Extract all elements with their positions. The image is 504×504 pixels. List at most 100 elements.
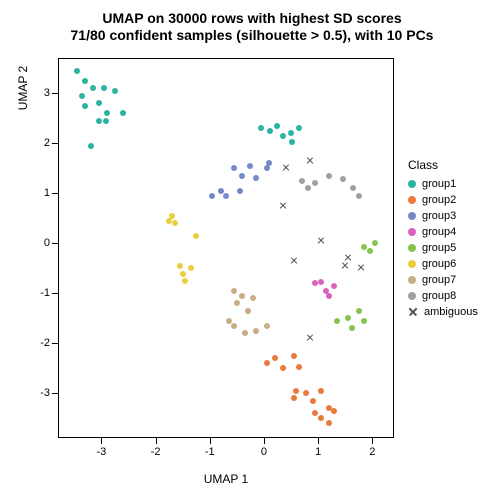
- data-point: [305, 185, 311, 191]
- legend-label: group6: [422, 258, 456, 270]
- data-point: [242, 330, 248, 336]
- data-point-cross: [290, 257, 298, 265]
- x-tick-label: 2: [369, 446, 375, 458]
- legend-label: group7: [422, 274, 456, 286]
- plot-area: [58, 58, 394, 438]
- data-point: [318, 415, 324, 421]
- data-point: [96, 118, 102, 124]
- legend-swatch-icon: [408, 180, 416, 188]
- data-point: [372, 240, 378, 246]
- data-point-cross: [317, 237, 325, 245]
- data-point: [188, 265, 194, 271]
- x-tick-label: 1: [315, 446, 321, 458]
- y-tick-label: -2: [32, 337, 50, 349]
- legend-cross-icon: [408, 307, 418, 317]
- data-point: [334, 318, 340, 324]
- data-point: [239, 173, 245, 179]
- data-point: [223, 193, 229, 199]
- legend-item: group7: [408, 272, 478, 288]
- data-point: [239, 293, 245, 299]
- legend-label: group2: [422, 194, 456, 206]
- legend-item: group6: [408, 256, 478, 272]
- legend-swatch-icon: [408, 212, 416, 220]
- legend-label: ambiguous: [424, 306, 478, 318]
- x-tick-label: 0: [261, 446, 267, 458]
- x-tick-label: -2: [151, 446, 161, 458]
- chart-title: UMAP on 30000 rows with highest SD score…: [0, 10, 504, 44]
- legend-swatch-icon: [408, 292, 416, 300]
- data-point: [180, 271, 186, 277]
- data-point-cross: [282, 164, 290, 172]
- x-tick-label: -3: [96, 446, 106, 458]
- chart-title-line2: 71/80 confident samples (silhouette > 0.…: [0, 27, 504, 44]
- data-point: [291, 353, 297, 359]
- data-point-cross: [357, 264, 365, 272]
- data-point: [340, 176, 346, 182]
- data-point: [88, 143, 94, 149]
- data-point: [264, 360, 270, 366]
- data-point-cross: [341, 262, 349, 270]
- data-point: [280, 365, 286, 371]
- data-point: [312, 410, 318, 416]
- y-tick: [52, 143, 58, 144]
- legend-swatch-icon: [408, 260, 416, 268]
- legend-item: group8: [408, 288, 478, 304]
- x-tick: [156, 438, 157, 444]
- legend-item: ambiguous: [408, 304, 478, 320]
- data-point: [103, 118, 109, 124]
- legend-label: group5: [422, 242, 456, 254]
- legend-item: group4: [408, 224, 478, 240]
- data-point: [361, 244, 367, 250]
- y-tick-label: 1: [32, 187, 50, 199]
- data-point: [326, 173, 332, 179]
- y-tick: [52, 343, 58, 344]
- data-point: [312, 180, 318, 186]
- legend-label: group1: [422, 178, 456, 190]
- data-point-cross: [306, 157, 314, 165]
- data-point: [253, 175, 259, 181]
- data-point: [172, 220, 178, 226]
- data-point-cross: [306, 334, 314, 342]
- data-point: [288, 130, 294, 136]
- data-point: [331, 283, 337, 289]
- data-point: [82, 78, 88, 84]
- y-tick-label: -3: [32, 387, 50, 399]
- data-point: [74, 68, 80, 74]
- legend-label: group8: [422, 290, 456, 302]
- data-point: [280, 133, 286, 139]
- data-point: [96, 100, 102, 106]
- y-tick-label: 0: [32, 237, 50, 249]
- y-tick-label: 3: [32, 87, 50, 99]
- data-point: [299, 178, 305, 184]
- legend-item: group2: [408, 192, 478, 208]
- data-point: [250, 295, 256, 301]
- data-point-cross: [344, 254, 352, 262]
- data-point: [289, 139, 295, 145]
- data-point: [367, 248, 373, 254]
- x-tick: [318, 438, 319, 444]
- data-point: [345, 315, 351, 321]
- data-point: [356, 308, 362, 314]
- legend-label: group4: [422, 226, 456, 238]
- legend-title: Class: [408, 158, 478, 172]
- legend-item: group5: [408, 240, 478, 256]
- legend-label: group3: [422, 210, 456, 222]
- x-tick: [101, 438, 102, 444]
- data-point: [101, 85, 107, 91]
- data-point: [310, 398, 316, 404]
- y-tick: [52, 393, 58, 394]
- y-tick-label: 2: [32, 137, 50, 149]
- y-tick-label: -1: [32, 287, 50, 299]
- data-point: [326, 420, 332, 426]
- x-tick: [372, 438, 373, 444]
- y-tick: [52, 293, 58, 294]
- data-point: [361, 318, 367, 324]
- data-point: [237, 188, 243, 194]
- data-point: [231, 165, 237, 171]
- data-point: [209, 193, 215, 199]
- data-point: [303, 390, 309, 396]
- y-axis-label: UMAP 2: [16, 0, 30, 278]
- data-point: [267, 128, 273, 134]
- data-point: [331, 408, 337, 414]
- y-tick: [52, 193, 58, 194]
